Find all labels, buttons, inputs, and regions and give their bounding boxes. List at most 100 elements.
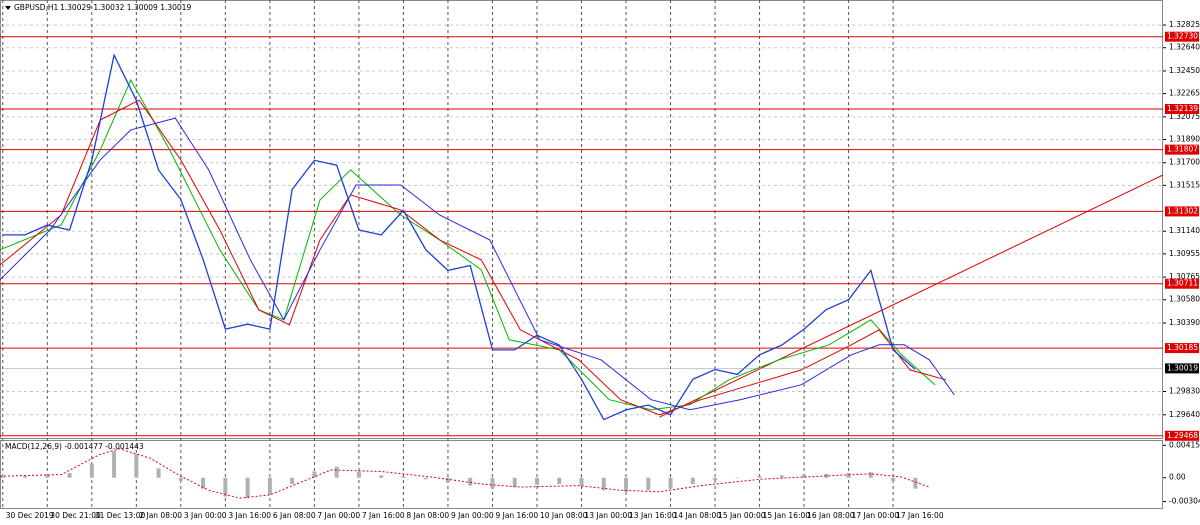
macd-tick-label: -0.003041 xyxy=(1169,497,1200,506)
macd-bar xyxy=(112,451,117,478)
current-price-label: 1.30019 xyxy=(1167,363,1198,372)
y-tick-label: 1.29830 xyxy=(1169,387,1200,396)
level-label: 1.30185 xyxy=(1167,343,1198,352)
macd-bar xyxy=(757,476,762,478)
x-tick-label: 7 Jan 16:00 xyxy=(362,511,405,520)
moving-average xyxy=(0,117,955,411)
y-tick-label: 1.30390 xyxy=(1169,318,1200,327)
macd-tick-label: 0.00 xyxy=(1169,473,1186,482)
macd-bar xyxy=(468,477,473,486)
level-label: 1.31302 xyxy=(1167,206,1198,215)
x-tick-label: 8 Jan 08:00 xyxy=(406,511,449,520)
macd-bar xyxy=(290,477,295,484)
level-tag xyxy=(1165,278,1199,289)
macd-tick-label: 0.004154 xyxy=(1169,440,1200,449)
x-tick-label: 15 Jan 00:00 xyxy=(718,511,766,520)
y-tick-label: 1.32640 xyxy=(1169,43,1200,52)
y-tick-label: 1.31140 xyxy=(1169,226,1200,235)
y-tick-label: 1.32075 xyxy=(1169,112,1200,121)
y-tick-label: 1.32825 xyxy=(1169,20,1200,29)
macd-bar xyxy=(178,477,183,481)
x-tick-label: 15 Jan 16:00 xyxy=(763,511,811,520)
x-tick-label: 30 Dec 21:00 xyxy=(50,511,101,520)
x-tick-label: 14 Jan 08:00 xyxy=(674,511,722,520)
y-tick-label: 1.32450 xyxy=(1169,66,1200,75)
moving-average xyxy=(0,78,936,411)
x-tick-label: 9 Jan 00:00 xyxy=(451,511,494,520)
trendline xyxy=(659,174,1164,418)
x-tick-label: 17 Jan 16:00 xyxy=(896,511,944,520)
macd-bar xyxy=(445,477,450,483)
x-tick-label: 7 Jan 00:00 xyxy=(317,511,360,520)
x-tick-label: 16 Jan 08:00 xyxy=(807,511,855,520)
macd-label: MACD(12,26,9) -0.001477 -0.001443 xyxy=(5,442,144,451)
x-tick-label: 10 Jan 08:00 xyxy=(540,511,588,520)
macd-bar xyxy=(356,471,361,478)
x-tick-label: 17 Jan 00:00 xyxy=(852,511,900,520)
macd-bar xyxy=(245,477,250,499)
price-line xyxy=(2,53,916,421)
x-tick-label: 30 Dec 2019 xyxy=(6,511,54,520)
macd-bar xyxy=(690,477,695,484)
macd-bar xyxy=(557,477,562,484)
x-tick-label: 3 Jan 00:00 xyxy=(184,511,227,520)
macd-bar xyxy=(735,477,740,479)
x-tick-label: 13 Jan 16:00 xyxy=(629,511,677,520)
level-tag xyxy=(1165,31,1199,42)
y-tick-label: 1.31700 xyxy=(1169,158,1200,167)
macd-bar xyxy=(646,477,651,491)
macd-bar xyxy=(534,477,539,485)
macd-bar xyxy=(423,477,428,480)
macd-bar xyxy=(779,475,784,478)
macd-bar xyxy=(67,473,72,478)
macd-bar xyxy=(846,473,851,478)
level-tag xyxy=(1165,144,1199,155)
macd-bar xyxy=(223,477,228,497)
macd-bar xyxy=(624,477,629,492)
macd-bar xyxy=(201,477,206,489)
y-tick-label: 1.31890 xyxy=(1169,134,1200,143)
y-tick-label: 1.30765 xyxy=(1169,272,1200,281)
macd-bar xyxy=(134,454,139,478)
moving-average xyxy=(0,99,947,416)
macd-bar xyxy=(668,477,673,489)
symbol: GBPUSD,H1 xyxy=(14,3,59,12)
macd-bar xyxy=(868,472,873,478)
x-tick-label: 2 Jan 08:00 xyxy=(139,511,182,520)
level-label: 1.30711 xyxy=(1167,279,1198,288)
macd-bar xyxy=(512,477,517,488)
y-tick-label: 1.32265 xyxy=(1169,89,1200,98)
macd-bar xyxy=(490,477,495,489)
level-label: 1.32730 xyxy=(1167,32,1198,41)
y-tick-label: 1.30580 xyxy=(1169,295,1200,304)
macd-signal xyxy=(0,448,930,499)
macd-bar xyxy=(89,463,94,478)
macd-bar xyxy=(579,477,584,486)
x-tick-label: 9 Jan 16:00 xyxy=(495,511,538,520)
macd-bar xyxy=(0,476,5,478)
y-tick-label: 1.30955 xyxy=(1169,249,1200,258)
macd-bar xyxy=(913,477,918,489)
macd-bar xyxy=(45,475,50,478)
x-tick-label: 6 Jan 08:00 xyxy=(273,511,316,520)
macd-bar xyxy=(802,474,807,478)
macd-bar xyxy=(312,471,317,478)
macd-bar xyxy=(401,476,406,478)
level-tag xyxy=(1165,343,1199,354)
x-tick-label: 3 Jan 16:00 xyxy=(228,511,271,520)
macd-bar xyxy=(601,477,606,491)
macd-bar xyxy=(891,477,896,481)
level-label: 1.32139 xyxy=(1167,104,1198,113)
level-tag xyxy=(1165,104,1199,115)
ohlc: 1.30029 1.30032 1.30009 1.30019 xyxy=(60,3,191,12)
macd-bar xyxy=(713,477,718,481)
macd-bar xyxy=(23,476,28,478)
macd-bar xyxy=(379,475,384,478)
y-tick-label: 1.29640 xyxy=(1169,410,1200,419)
menu-arrow[interactable] xyxy=(5,6,11,10)
x-tick-label: 13 Jan 00:00 xyxy=(585,511,633,520)
level-label: 1.29468 xyxy=(1167,431,1198,440)
x-tick-label: 31 Dec 13:00 xyxy=(95,511,146,520)
macd-bar xyxy=(267,477,272,495)
